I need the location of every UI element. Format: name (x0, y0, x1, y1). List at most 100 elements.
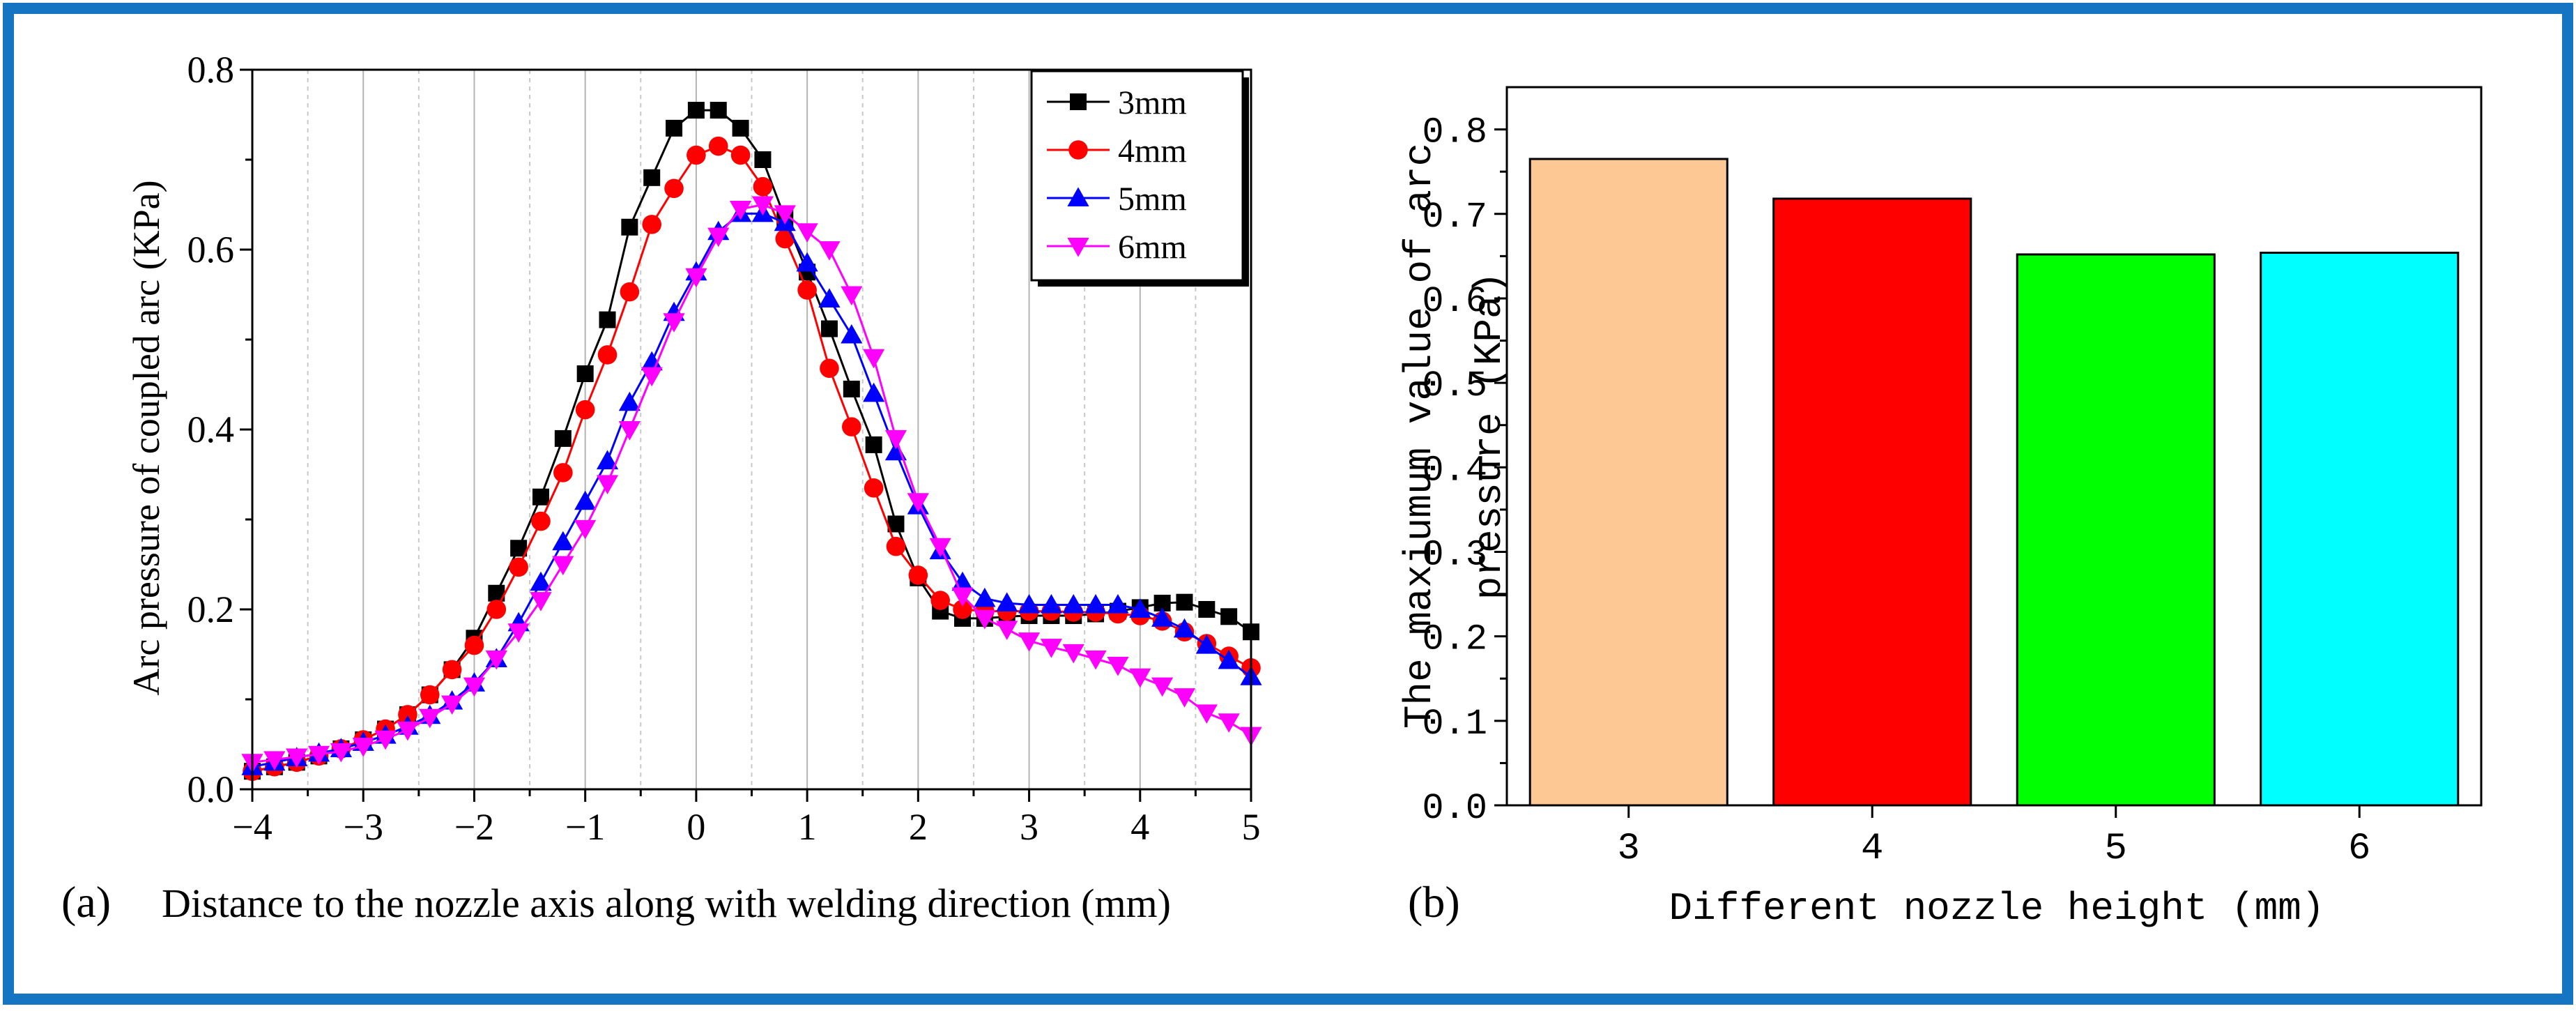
data-point-4mm (464, 635, 484, 655)
data-point-5mm (1195, 634, 1218, 654)
legend-entry-6mm: 6mm (1047, 229, 1187, 266)
y-tick-label: 0.4 (1422, 450, 1487, 491)
data-point-6mm (263, 751, 286, 771)
data-point-5mm (1129, 598, 1151, 618)
bar-chart-panel: 0.0 0.1 0.2 0.3 0.4 0.5 0.6 0.7 0.8 3 4 5 6 The maxi… (1397, 86, 2483, 931)
y-tick-label: 0.2 (187, 588, 235, 630)
data-point-4mm (775, 229, 795, 249)
data-point-4mm (908, 565, 928, 585)
data-point-6mm (1195, 704, 1218, 724)
data-point-6mm (397, 721, 419, 741)
bar-6 (2260, 252, 2460, 807)
bar-5 (2016, 253, 2216, 807)
data-point-5mm (574, 490, 597, 510)
data-point-5mm (596, 450, 619, 470)
bar-chart-panel-label: (b) (1408, 877, 1460, 927)
data-point-4mm (886, 536, 906, 556)
legend-entry-4mm: 4mm (1047, 132, 1187, 169)
data-point-4mm (442, 660, 462, 680)
data-point-4mm (597, 345, 618, 365)
data-point-6mm (574, 519, 597, 540)
x-tick-label: −1 (565, 806, 605, 848)
data-point-4mm (708, 136, 728, 156)
data-point-3mm (732, 119, 749, 137)
data-point-6mm (1018, 632, 1041, 652)
data-point-3mm (687, 102, 705, 119)
data-point-3mm (865, 436, 882, 453)
data-point-6mm (596, 475, 619, 494)
data-point-4mm (930, 591, 950, 610)
data-point-6mm (685, 268, 707, 288)
legend-marker (1067, 238, 1089, 257)
y-tick-label: 0.0 (187, 768, 235, 810)
data-point-6mm (774, 205, 796, 225)
data-point-6mm (485, 650, 507, 670)
bar-3 (1528, 158, 1728, 807)
x-tick-label: 3 (1618, 828, 1640, 870)
line-chart-series (241, 102, 1262, 781)
data-point-5mm (974, 587, 996, 607)
data-point-5mm (863, 382, 885, 402)
legend-marker (1067, 187, 1089, 206)
data-point-5mm (1040, 593, 1062, 614)
data-point-4mm (420, 685, 440, 705)
data-point-3mm (843, 380, 860, 397)
series-line-5mm (252, 212, 1252, 768)
bar-4 (1772, 197, 1972, 807)
data-point-5mm (1218, 649, 1240, 669)
line-chart-panel: 0.0 0.2 0.4 0.6 0.8 −4 −3 −2 −1 0 1 2 3 4 5 3mm 4mm 5mm 6… (61, 49, 1262, 927)
data-point-6mm (796, 223, 818, 243)
line-chart-grid (307, 70, 1197, 789)
data-point-6mm (330, 743, 352, 763)
data-point-5mm (1018, 593, 1041, 614)
x-tick-label: −4 (232, 806, 272, 848)
x-tick-label: 4 (1861, 828, 1883, 870)
data-point-6mm (1129, 668, 1151, 688)
data-point-3mm (576, 365, 594, 383)
data-point-6mm (419, 708, 441, 729)
data-point-5mm (1173, 618, 1196, 638)
data-point-4mm (486, 600, 507, 619)
y-tick-label: 0.6 (187, 229, 235, 271)
y-tick-label: 0.1 (1422, 704, 1487, 745)
data-point-6mm (1173, 688, 1196, 708)
data-point-3mm (820, 320, 838, 337)
data-point-4mm (642, 215, 661, 234)
data-point-5mm (530, 571, 552, 591)
line-chart-panel-label: (a) (61, 877, 111, 927)
bar-chart-y-axis-label-line-2: pressure (KPa) (1467, 272, 1512, 600)
data-point-3mm (710, 102, 727, 119)
bar-chart-x-axis-label: Different nozzle height (mm) (1669, 886, 2325, 931)
data-point-4mm (509, 557, 528, 577)
legend-label: 4mm (1118, 132, 1187, 169)
data-point-4mm (753, 176, 773, 197)
x-tick-label: 5 (1242, 806, 1261, 848)
data-point-6mm (530, 592, 552, 611)
data-point-3mm (599, 311, 616, 328)
data-point-6mm (307, 745, 330, 766)
data-point-4mm (398, 705, 417, 724)
y-tick-label: 0.4 (187, 409, 235, 450)
x-tick-label: 0 (687, 806, 705, 848)
data-point-3mm (1198, 601, 1216, 618)
data-point-6mm (618, 421, 641, 441)
y-tick-label: 0.7 (1422, 197, 1487, 238)
data-point-6mm (818, 241, 841, 261)
data-point-5mm (1151, 607, 1174, 627)
data-point-3mm (621, 218, 638, 236)
data-point-5mm (996, 592, 1018, 611)
legend-label: 3mm (1118, 84, 1187, 121)
line-chart-x-axis-label: Distance to the nozzle axis along with w… (162, 881, 1171, 926)
data-point-3mm (666, 119, 683, 137)
data-point-5mm (1062, 593, 1084, 614)
line-chart-y-axis-label: Arc pressure of coupled arc (KPa) (125, 180, 167, 695)
y-tick-label: 0.5 (1422, 365, 1487, 406)
x-tick-label: 5 (2105, 828, 2127, 870)
data-point-5mm (552, 531, 574, 551)
y-tick-label: 0.0 (1422, 788, 1487, 829)
x-tick-label: 4 (1130, 806, 1149, 848)
data-point-6mm (929, 538, 951, 558)
data-point-5mm (796, 252, 818, 272)
x-tick-label: 2 (909, 806, 928, 848)
